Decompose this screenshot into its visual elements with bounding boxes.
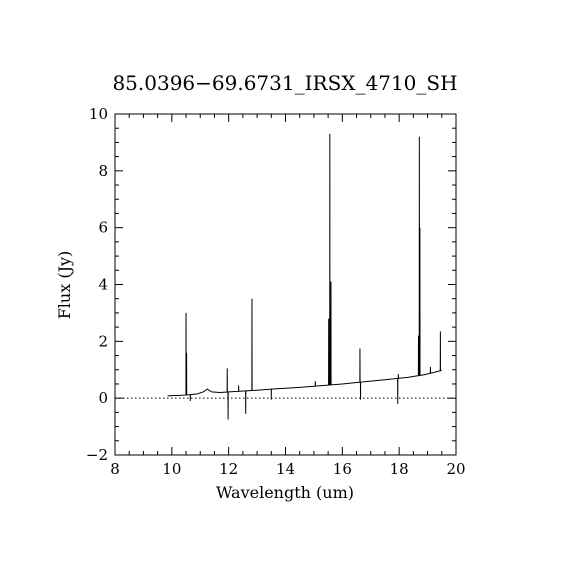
x-axis-label: Wavelength (um) (216, 483, 354, 502)
y-tick-label: 4 (98, 276, 108, 294)
x-tick-label: 18 (390, 460, 409, 478)
plot-frame (114, 113, 457, 456)
chart-title: 85.0396−69.6731_IRSX_4710_SH (112, 71, 457, 95)
x-tick-label: 20 (446, 460, 465, 478)
spectrum-line (167, 133, 442, 420)
y-tick-label: 0 (98, 389, 108, 407)
x-tick-label: 16 (333, 460, 352, 478)
x-tick-label: 8 (110, 460, 120, 478)
y-tick-label: 10 (89, 105, 108, 123)
y-tick-label: 8 (98, 162, 108, 180)
x-tick-label: 14 (276, 460, 295, 478)
tick-labels: 8 10 12 14 16 18 20 −2 0 2 4 6 8 10 (86, 105, 466, 478)
spectrum-series (167, 133, 442, 420)
y-tick-label: 6 (98, 219, 108, 237)
x-tick-label: 12 (219, 460, 238, 478)
y-tick-label: −2 (86, 446, 108, 464)
axis-ticks (114, 113, 457, 456)
y-tick-label: 2 (98, 332, 108, 350)
y-axis-label: Flux (Jy) (55, 251, 74, 320)
x-tick-label: 10 (162, 460, 181, 478)
